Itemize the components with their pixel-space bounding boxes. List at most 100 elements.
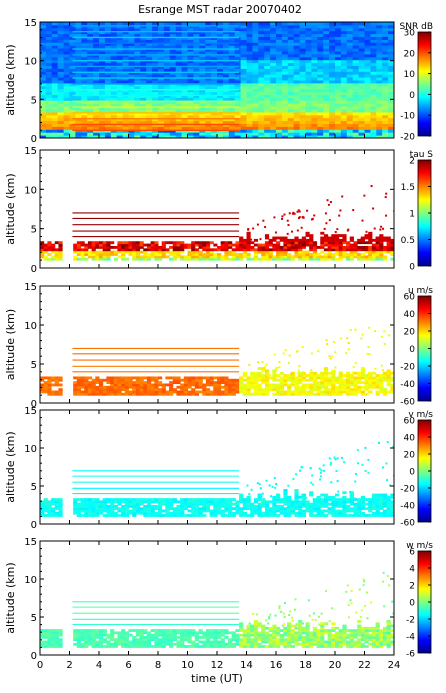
heatmap-cell bbox=[272, 500, 277, 504]
heatmap-cell bbox=[343, 461, 346, 464]
heatmap-cell bbox=[323, 106, 330, 110]
heatmap-cell bbox=[331, 245, 336, 249]
heatmap-cell bbox=[246, 111, 253, 116]
heatmap-cell bbox=[169, 74, 177, 78]
heatmap-cell bbox=[191, 245, 196, 249]
heatmap-cell bbox=[264, 106, 271, 110]
heatmap-cell bbox=[235, 243, 240, 247]
heatmap-cell bbox=[205, 129, 212, 133]
heatmap-cell bbox=[264, 123, 271, 127]
heatmap-cell bbox=[175, 120, 183, 124]
heatmap-cell bbox=[246, 257, 251, 261]
heatmap-cell bbox=[102, 502, 107, 506]
heatmap-cell bbox=[122, 22, 129, 26]
colorbar-tick-label: -40 bbox=[400, 502, 415, 512]
heatmap-cell bbox=[272, 369, 277, 373]
heatmap-cell bbox=[154, 511, 159, 515]
heatmap-cell bbox=[317, 48, 324, 52]
heatmap-cell bbox=[250, 488, 253, 491]
heatmap-cell bbox=[163, 97, 171, 101]
heatmap-cell bbox=[305, 59, 312, 64]
heatmap-cell bbox=[220, 376, 225, 380]
heatmap-cell bbox=[364, 74, 371, 78]
heatmap-cell bbox=[235, 241, 240, 245]
heatmap-cell bbox=[281, 56, 289, 61]
heatmap-cell bbox=[305, 114, 312, 119]
heatmap-cell bbox=[335, 385, 340, 389]
heatmap-cell bbox=[352, 120, 360, 124]
heatmap-cell bbox=[45, 45, 53, 49]
heatmap-cell bbox=[40, 100, 47, 104]
heatmap-cell bbox=[386, 390, 391, 394]
heatmap-cell bbox=[338, 253, 343, 256]
heatmap-cell bbox=[252, 77, 259, 81]
heatmap-cell bbox=[273, 476, 276, 479]
heatmap-cell bbox=[222, 103, 230, 107]
heatmap-cell bbox=[220, 498, 225, 501]
heatmap-cell bbox=[357, 500, 362, 504]
heatmap-cell bbox=[240, 94, 247, 98]
heatmap-cell bbox=[222, 120, 230, 124]
heatmap-cell bbox=[239, 511, 244, 515]
heatmap-cell bbox=[281, 217, 284, 220]
heatmap-cell bbox=[146, 120, 153, 124]
heatmap-cell bbox=[312, 245, 318, 249]
heatmap-cell bbox=[276, 245, 281, 249]
heatmap-cell bbox=[135, 498, 141, 501]
heatmap-cell bbox=[323, 514, 329, 517]
heatmap-cell bbox=[323, 374, 329, 377]
heatmap-cell bbox=[375, 238, 380, 242]
heatmap-cell bbox=[231, 248, 236, 252]
heatmap-cell bbox=[286, 219, 289, 222]
heatmap-cell bbox=[139, 241, 144, 245]
heatmap-cell bbox=[305, 231, 310, 235]
heatmap-cell bbox=[246, 77, 253, 81]
heatmap-cell bbox=[264, 381, 270, 384]
heatmap-cell bbox=[99, 392, 104, 396]
heatmap-cell bbox=[323, 39, 330, 43]
heatmap-cell bbox=[51, 62, 59, 66]
heatmap-cell bbox=[91, 255, 96, 259]
heatmap-cell bbox=[122, 123, 129, 127]
heatmap-cell bbox=[235, 505, 240, 508]
heatmap-cell bbox=[299, 24, 306, 29]
heatmap-cell bbox=[146, 511, 152, 515]
heatmap-cell bbox=[317, 56, 324, 61]
heatmap-cell bbox=[40, 109, 47, 113]
heatmap-cell bbox=[205, 24, 212, 29]
heatmap-cell bbox=[57, 42, 65, 46]
heatmap-cell bbox=[69, 114, 76, 119]
heatmap-cell bbox=[217, 33, 224, 37]
heatmap-cell bbox=[87, 80, 94, 84]
heatmap-cell bbox=[335, 126, 342, 130]
heatmap-cell bbox=[261, 250, 266, 254]
heatmap-cell bbox=[69, 53, 76, 58]
heatmap-cell bbox=[40, 378, 45, 382]
heatmap-cell bbox=[250, 505, 255, 508]
heatmap-cell bbox=[110, 509, 115, 513]
heatmap-cell bbox=[290, 376, 295, 380]
heatmap-cell bbox=[346, 381, 351, 384]
heatmap-cell bbox=[268, 509, 273, 513]
heatmap-cell bbox=[180, 505, 185, 508]
heatmap-cell bbox=[47, 502, 52, 506]
heatmap-cell bbox=[194, 250, 200, 254]
heatmap-cell bbox=[240, 65, 247, 69]
heatmap-cell bbox=[110, 500, 115, 504]
heatmap-cell bbox=[51, 514, 56, 517]
heatmap-cell bbox=[187, 502, 192, 506]
heatmap-cell bbox=[217, 65, 224, 69]
heatmap-cell bbox=[379, 500, 384, 504]
heatmap-cell bbox=[331, 369, 336, 373]
heatmap-cell bbox=[76, 388, 82, 392]
heatmap-cell bbox=[104, 68, 112, 72]
colorbar-tick-label: 30 bbox=[404, 29, 416, 39]
heatmap-cell bbox=[180, 378, 185, 382]
heatmap-cell bbox=[335, 114, 342, 119]
heatmap-cell bbox=[379, 507, 384, 511]
heatmap-cell bbox=[379, 245, 384, 249]
heatmap-cell bbox=[329, 109, 336, 113]
heatmap-cell bbox=[104, 36, 112, 40]
heatmap-cell bbox=[311, 111, 318, 116]
heatmap-cell bbox=[199, 82, 206, 87]
